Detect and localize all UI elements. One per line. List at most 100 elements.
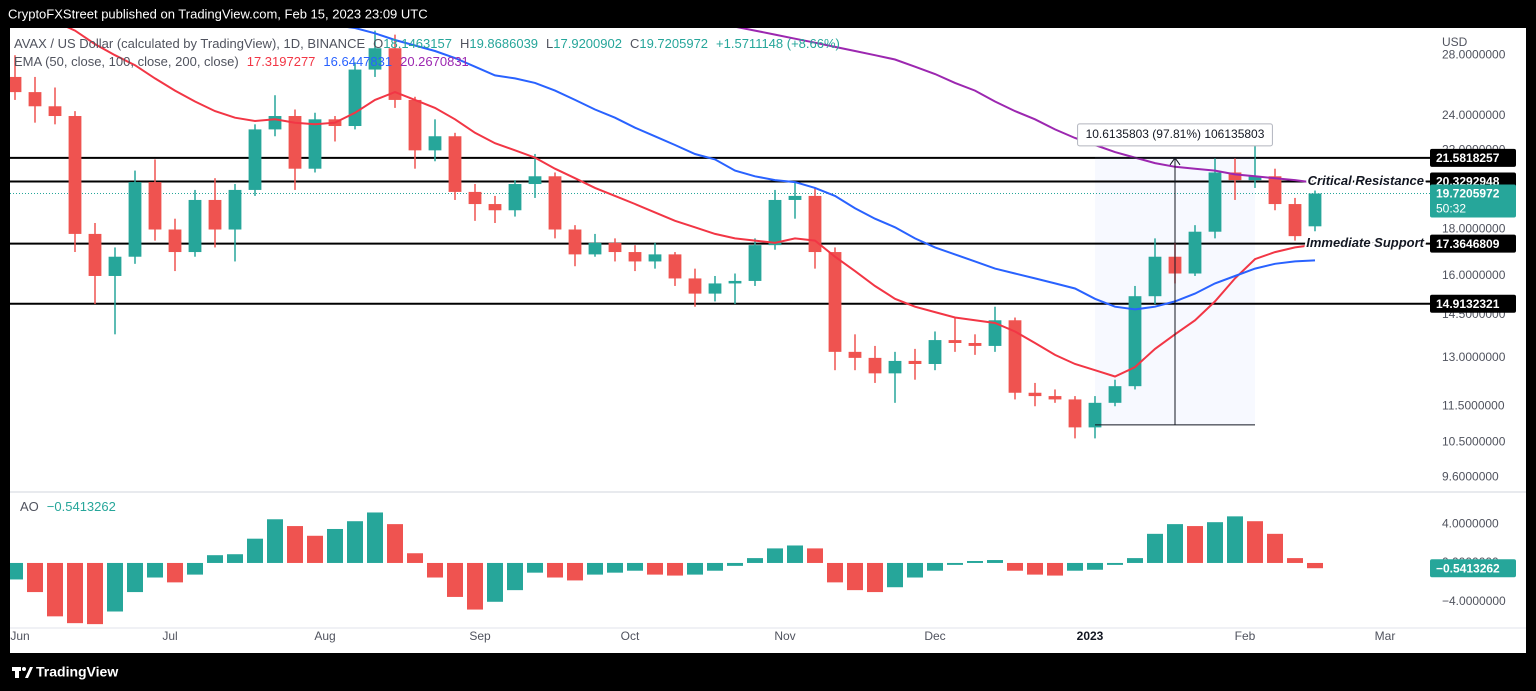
candle-body [1248,176,1262,181]
ema-line [347,28,1316,311]
candle-body [1228,172,1242,181]
candle-body [628,252,642,262]
ao-bar [867,562,883,593]
candle-body [48,106,62,117]
candle-body [128,182,142,257]
x-tick-label: Feb [1235,629,1256,643]
legend-prefix: C [630,36,639,51]
candle-body [1288,204,1302,237]
legend-value: −0.5413262 [47,499,116,514]
ao-bar [747,558,763,563]
ao-bar [987,560,1003,563]
ao-bar [707,562,723,571]
x-tick-label: Jul [162,629,177,643]
ao-bar [287,526,303,563]
candle-body [768,199,782,246]
ao-bar [427,562,443,578]
ao-bar [1067,562,1083,571]
ao-bar [227,554,243,563]
candle-body [528,176,542,185]
ao-bar [1267,533,1283,563]
ao-bar [1187,526,1203,563]
ao-bar [1287,558,1303,563]
ao-bar [1007,562,1023,571]
measure-label-text: 10.6135803 (97.81%) 106135803 [1086,127,1265,141]
ao-bar [1247,521,1263,563]
ema-legend: EMA (50, close, 100, close, 200, close) 1… [14,54,469,69]
ao-bar [827,562,843,583]
ao-bar [587,562,603,575]
legend-change: +1.5711148 (+8.66%) [716,36,840,51]
level-badge: 14.9132321 [1436,297,1500,311]
x-tick-label: Sep [469,629,491,643]
ao-bar [607,562,623,573]
ao-bar [887,562,903,588]
candle-body [468,191,482,205]
candle-body [808,195,822,253]
ao-bar [367,512,383,563]
x-tick-label: Dec [924,629,945,643]
ao-bar [187,562,203,575]
y-tick-label: 28.0000000 [1442,47,1506,61]
ao-bar [647,562,663,575]
candle-body [828,252,842,352]
candle-body [748,245,762,281]
candle-body [448,136,462,192]
candle-body [648,254,662,262]
ao-bar [327,528,343,563]
candle-body [1208,172,1222,232]
ao-bar [567,562,583,581]
ao-bar [527,562,543,573]
candle-body [488,204,502,211]
candle-body [408,99,422,151]
candle-body [1108,386,1122,403]
ao-bar [107,562,123,612]
ao-bar [147,562,163,578]
candle-body [928,340,942,364]
brand-logo [12,667,33,678]
y-tick-label: 9.6000000 [1442,470,1499,484]
legend-prefix: L [546,36,553,51]
ao-bar [87,562,103,625]
candle-body [1268,176,1282,205]
level-badge-bg [1430,234,1516,253]
ao-bar [927,562,943,571]
countdown: 50:32 [1436,202,1466,216]
ao-bar [687,562,703,575]
legend-title: AO [20,499,39,514]
x-tick-label: 2023 [1077,629,1104,643]
ema-line [66,28,1316,378]
candle-body [868,357,882,374]
legend-prefix: O [373,36,383,51]
candle-body [888,360,902,374]
x-tick-label: Aug [314,629,335,643]
candle-body [1148,256,1162,297]
ao-badge-bg [1430,559,1516,578]
ao-bar [847,562,863,591]
candle-body [248,129,262,190]
ao-bar [47,562,63,617]
ao-bar [167,562,183,583]
x-tick-label: Jun [10,629,29,643]
ao-bar [1227,516,1243,563]
measure-arrowhead [1169,157,1181,166]
brand: TradingView [36,664,118,680]
level-badge: 17.3646809 [1436,237,1500,251]
candle-body [288,116,302,169]
ao-bar [1107,562,1123,565]
ao-bar [547,562,563,578]
ao-bar [207,555,223,563]
candle-body [1188,231,1202,274]
candle-body [708,283,722,294]
price-badge: 19.7205972 [1436,187,1500,201]
candle-body [508,184,522,211]
ao-bar [1207,522,1223,563]
candle-body [208,199,222,230]
ao-bar [387,524,403,563]
ao-bar [727,562,743,566]
candle-body [1308,193,1322,227]
candle-body [228,189,242,230]
candle-body [688,278,702,294]
y-axis-label: USD [1442,35,1468,49]
